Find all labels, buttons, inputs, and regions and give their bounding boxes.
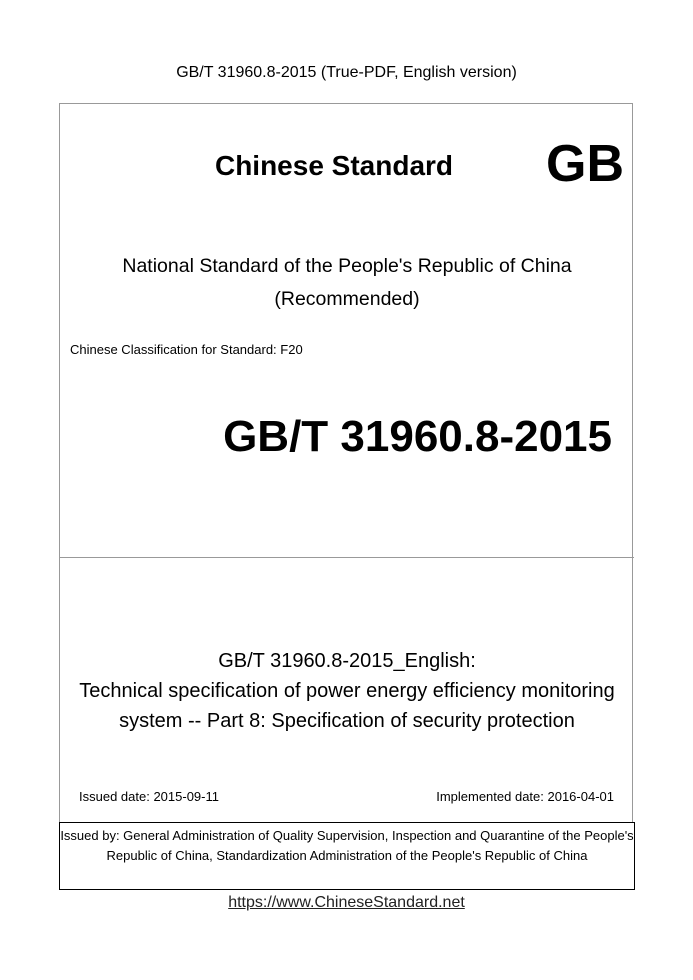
national-line-1: National Standard of the People's Republ… <box>122 255 572 277</box>
issued-date: Issued date: 2015-09-11 <box>79 789 219 804</box>
document-title: GB/T 31960.8-2015_English: Technical spe… <box>60 646 634 736</box>
cover-frame <box>59 103 633 822</box>
national-standard-text: National Standard of the People's Republ… <box>60 250 634 316</box>
cover-divider <box>59 557 634 558</box>
chinese-standard-heading: Chinese Standard <box>214 150 454 181</box>
title-line-2: Technical specification of power energy … <box>79 680 615 702</box>
document-header: GB/T 31960.8-2015 (True-PDF, English ver… <box>176 64 517 81</box>
website-link[interactable]: https://www.ChineseStandard.net <box>228 894 465 911</box>
title-line-1: GB/T 31960.8-2015_English: <box>218 650 476 672</box>
implemented-date: Implemented date: 2016-04-01 <box>436 789 614 804</box>
national-line-2: (Recommended) <box>274 288 420 310</box>
title-line-3: system -- Part 8: Specification of secur… <box>119 710 575 732</box>
gb-mark: GB <box>546 135 624 193</box>
classification: Chinese Classification for Standard: F20 <box>70 342 303 357</box>
standard-code: GB/T 31960.8-2015 <box>223 412 612 461</box>
footer: https://www.ChineseStandard.net <box>0 894 693 912</box>
issued-by-box: Issued by: General Administration of Qua… <box>59 822 635 890</box>
